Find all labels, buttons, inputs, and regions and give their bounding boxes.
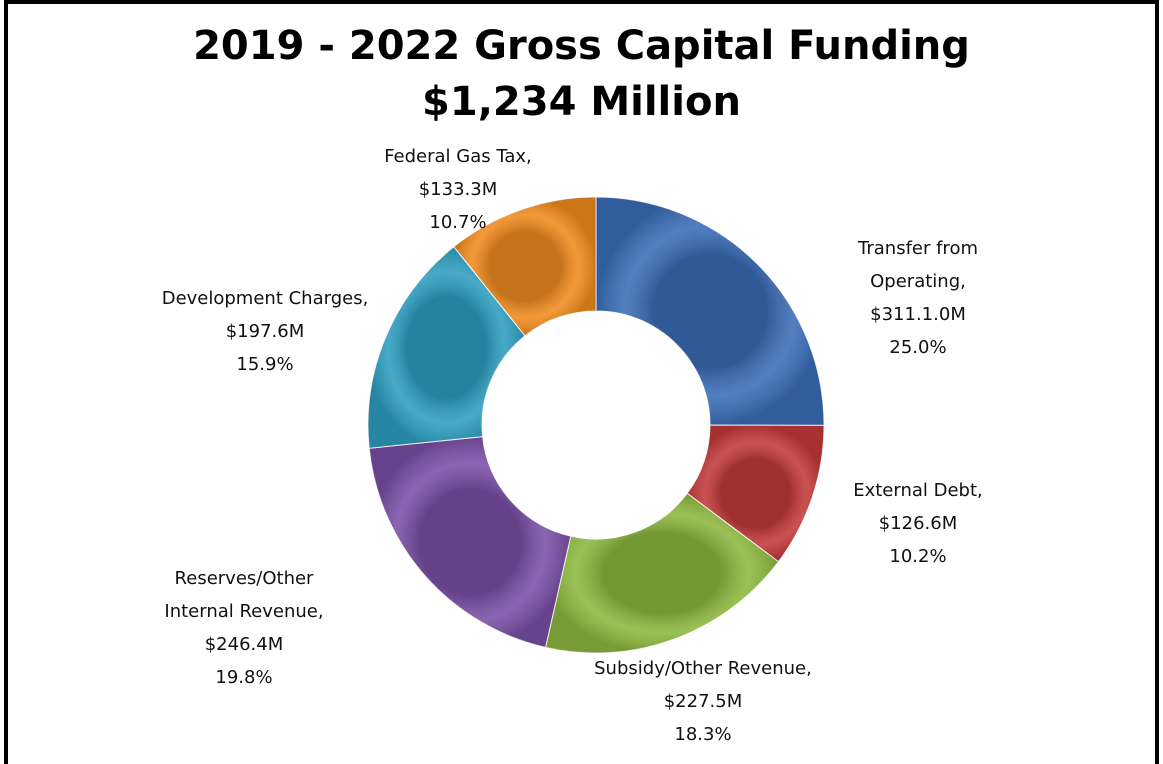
amount-label: $246.4M (204, 634, 284, 655)
chart-title: 2019 - 2022 Gross Capital Funding (193, 23, 970, 69)
chart-frame (4, 0, 1159, 764)
category-label: Development Charges, (161, 288, 369, 309)
amount-label: $227.5M (663, 691, 743, 712)
slice-label: Federal Gas Tax, $133.3M 10.7% (368, 140, 548, 239)
amount-label: $197.6M (225, 321, 305, 342)
slice-label: External Debt, $126.6M 10.2% (833, 474, 1003, 573)
value-label: 10.2% (889, 546, 947, 567)
amount-label: $126.6M (878, 513, 958, 534)
value-label: 18.3% (674, 724, 732, 745)
category-label: Reserves/Other Internal Revenue, (164, 568, 324, 622)
slice-label: Reserves/Other Internal Revenue, $246.4M… (139, 562, 349, 694)
amount-label: $133.3M (418, 179, 498, 200)
slice-label: Subsidy/Other Revenue, $227.5M 18.3% (583, 652, 823, 751)
category-label: External Debt, (853, 480, 983, 501)
donut-slice (368, 436, 572, 648)
value-label: 25.0% (889, 337, 947, 358)
value-label: 15.9% (236, 354, 294, 375)
category-label: Federal Gas Tax, (384, 146, 532, 167)
amount-label: $311.1.0M (870, 304, 966, 325)
chart-subtitle: $1,234 Million (422, 79, 741, 125)
value-label: 19.8% (215, 667, 273, 688)
donut-slice (595, 196, 825, 426)
category-label: Transfer from Operating, (858, 238, 978, 292)
value-label: 10.7% (429, 212, 487, 233)
title-block: 2019 - 2022 Gross Capital Funding $1,234… (0, 18, 1163, 130)
slice-label: Development Charges, $197.6M 15.9% (150, 282, 380, 381)
category-label: Subsidy/Other Revenue, (594, 658, 812, 679)
slice-label: Transfer from Operating, $311.1.0M 25.0% (828, 232, 1008, 364)
